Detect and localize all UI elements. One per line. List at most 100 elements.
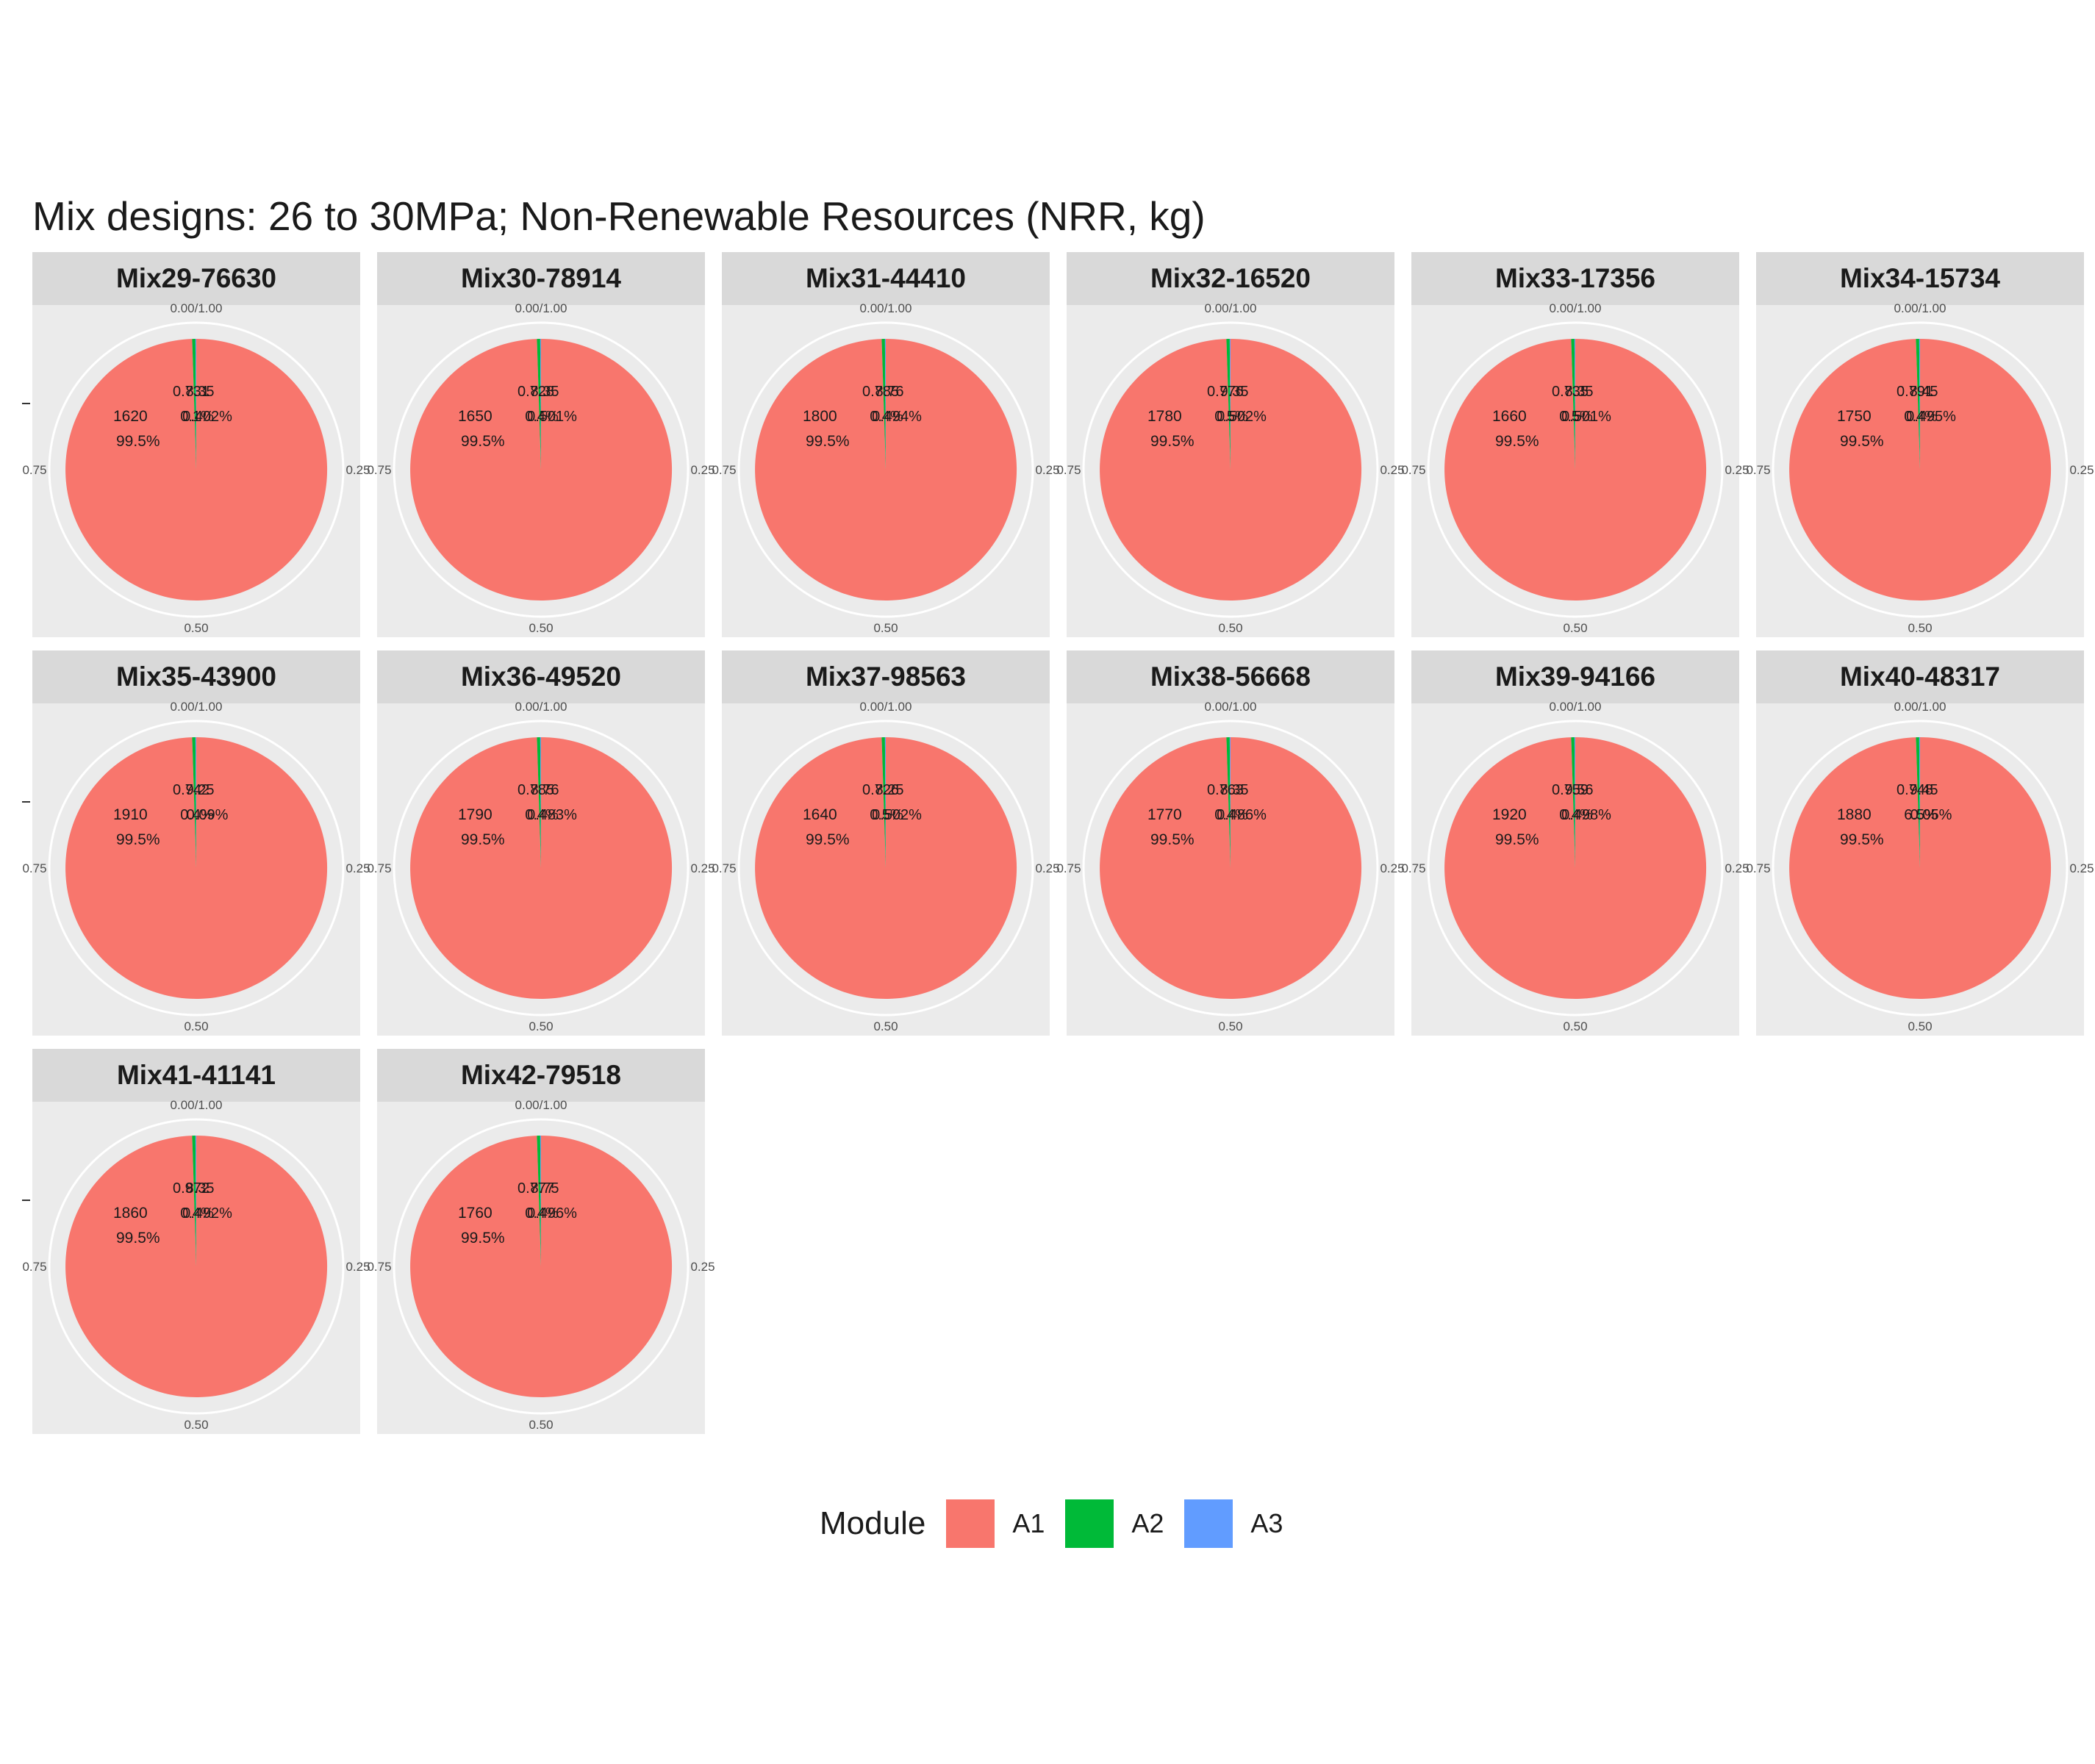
data-label-a1-pct: 99.5% — [461, 831, 505, 848]
radial-tick-label: 0.50 — [184, 1418, 208, 1432]
pie-slice-a1 — [65, 1136, 328, 1397]
polar-grid-ring — [393, 720, 690, 1017]
data-label-small-value: 9.56 — [1565, 782, 1594, 798]
data-label-a1-pct: 99.5% — [461, 433, 505, 450]
pie-slice-a2 — [192, 737, 196, 868]
facet-panel: 0.00/1.00 0.25 0.50 0.75 1910 99.5% 0.742 9.25 0… — [22, 700, 370, 1036]
data-label-a1-value: 1760 — [458, 1205, 493, 1222]
legend-label-a2: A2 — [1131, 1508, 1164, 1538]
pie-slice-a1 — [1789, 737, 2052, 999]
radial-tick-label: 0.50 — [184, 1019, 208, 1033]
radial-tick-label: 0.00/1.00 — [171, 1098, 223, 1112]
facet-strip-label: Mix35-43900 — [32, 650, 360, 703]
data-label-a1-value: 1750 — [1837, 408, 1872, 425]
legend-key-a1 — [946, 1499, 995, 1548]
radial-tick-label: 0.00/1.00 — [171, 700, 223, 714]
data-label-small-pct: 0.402% — [182, 409, 232, 425]
facet-panel: 0.00/1.00 0.25 0.50 0.75 1750 99.5% 0.791 8.45 0… — [1746, 301, 2094, 637]
facet-strip-label: Mix30-78914 — [377, 252, 705, 305]
data-label-small-value: 0.726 — [862, 782, 899, 798]
facet-mix30-78914: Mix30-78914 0.00/1.00 0.25 0.50 0.75 1650 99.5… — [367, 252, 715, 637]
data-label-small-value: 8.35 — [531, 384, 559, 400]
radial-tick-label: 0.00/1.00 — [1894, 301, 1947, 315]
facet-strip-label: Mix42-79518 — [377, 1049, 705, 1102]
pie-slice-a1 — [1444, 339, 1707, 600]
data-label-small-value: 9.25 — [186, 782, 215, 798]
radial-tick-label: 0.00/1.00 — [515, 700, 567, 714]
pie-slice-a2 — [1916, 339, 1920, 470]
data-label-small-value: 0.728 — [518, 384, 554, 400]
radial-tick-label: 0.75 — [22, 861, 46, 875]
radial-tick-label: 0.25 — [690, 861, 715, 875]
pie-slice-a2 — [537, 737, 541, 868]
data-label-small-value: 0.777 — [518, 1180, 554, 1197]
radial-tick-label: 0.50 — [529, 1019, 553, 1033]
polar-grid-ring — [393, 321, 690, 618]
data-label-small-value: 0.763 — [1207, 782, 1244, 798]
radial-tick-label: 0.75 — [1401, 861, 1425, 875]
radial-tick-label: 0.75 — [1056, 463, 1081, 477]
data-label-small-pct: 0.5% — [1559, 409, 1593, 425]
data-label-small-value: 0.742 — [173, 782, 210, 798]
pie-slice-a1 — [65, 339, 328, 600]
data-label-small-pct: 0.5% — [1214, 409, 1248, 425]
radial-tick-label: 0.75 — [22, 463, 46, 477]
radial-tick-label: 0.25 — [690, 1260, 715, 1274]
radial-tick-label: 0.25 — [1380, 463, 1404, 477]
facet-strip-label: Mix40-48317 — [1756, 650, 2084, 703]
legend-label-a1: A1 — [1012, 1508, 1045, 1538]
radial-tick-label: 0.50 — [873, 621, 898, 635]
data-label-a1-pct: 99.5% — [116, 433, 160, 450]
legend-key-a3 — [1184, 1499, 1233, 1548]
radial-tick-label: 0.25 — [690, 463, 715, 477]
data-label-small-value: 8.35 — [186, 384, 215, 400]
data-label-a1-pct: 99.5% — [116, 831, 160, 848]
radial-tick-label: 0.75 — [1401, 463, 1425, 477]
legend-item-a2: A2 — [1065, 1499, 1164, 1548]
radial-tick-label: 0.75 — [22, 1260, 46, 1274]
radial-tick-label: 0.25 — [1725, 463, 1749, 477]
data-label-a1-pct: 99.5% — [1150, 433, 1195, 450]
data-label-a1-value: 1910 — [113, 806, 148, 823]
data-label-small-pct: 6.5% — [1904, 807, 1938, 823]
radial-tick-label: 0.25 — [345, 463, 370, 477]
data-label-a1-value: 1800 — [803, 408, 837, 425]
pie-slice-a1 — [755, 737, 1017, 999]
facet-mix42-79518: Mix42-79518 0.00/1.00 0.25 0.50 0.75 1760 99.5… — [367, 1049, 715, 1434]
facet-strip-label: Mix41-41141 — [32, 1049, 360, 1102]
pie-slice-a2 — [537, 339, 541, 470]
facet-strip-label: Mix32-16520 — [1067, 252, 1394, 305]
data-label-a1-value: 1770 — [1147, 806, 1182, 823]
radial-tick-label: 0.00/1.00 — [1205, 301, 1257, 315]
pie-slice-a1 — [410, 339, 673, 600]
data-label-small-value: 0.791 — [1897, 384, 1933, 400]
radial-tick-label: 0.75 — [712, 861, 736, 875]
pie-slice-a2 — [537, 1136, 541, 1266]
radial-tick-label: 0.50 — [529, 1418, 553, 1432]
polar-grid-ring — [1427, 321, 1724, 618]
facet-strip-label: Mix38-56668 — [1067, 650, 1394, 703]
data-label-small-value: 8.35 — [1220, 782, 1249, 798]
data-label-a1-pct: 99.5% — [1840, 831, 1884, 848]
radial-tick-label: 0.25 — [1380, 861, 1404, 875]
facet-mix34-15734: Mix34-15734 0.00/1.00 0.25 0.50 0.75 1750 99.5… — [1746, 252, 2094, 637]
radial-tick-label: 0.00/1.00 — [1894, 700, 1947, 714]
data-label-small-value: 0.776 — [1207, 384, 1244, 400]
row-axis-tick — [22, 1200, 30, 1201]
pie-slice-a2 — [1571, 339, 1575, 470]
polar-grid-ring — [1772, 321, 2069, 618]
polar-grid-ring — [1427, 720, 1724, 1017]
data-label-small-pct: 0.4% — [525, 807, 559, 823]
radial-tick-label: 0.50 — [1908, 1019, 1932, 1033]
facet-mix37-98563: Mix37-98563 0.00/1.00 0.25 0.50 0.75 1640 99.5… — [712, 650, 1060, 1036]
facet-mix31-44410: Mix31-44410 0.00/1.00 0.25 0.50 0.75 1800 99.5… — [712, 252, 1060, 637]
legend-item-a1: A1 — [946, 1499, 1045, 1548]
data-label-small-pct: 0.1% — [180, 409, 214, 425]
pie-slice-a2 — [192, 1136, 196, 1266]
data-label-small-value: 8.25 — [875, 782, 904, 798]
pie-slice-a2 — [881, 737, 886, 868]
